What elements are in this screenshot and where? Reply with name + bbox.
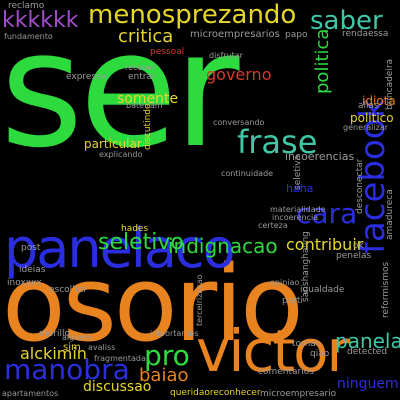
word-alckimin: alckimin <box>20 344 87 363</box>
word-explicando: explicando <box>99 150 143 159</box>
word-opiniao: opiniao <box>270 278 300 287</box>
word-fundamento: fundamento <box>4 32 53 41</box>
word-kkkkkk: kkkkkk <box>2 8 79 33</box>
word-microempresario: microempresario <box>260 389 337 399</box>
word-manobra: manobra <box>4 353 130 386</box>
word-importantes: importantes <box>150 329 199 338</box>
word-governo: governo <box>206 65 272 84</box>
word-fragmentada: fragmentada <box>94 354 146 363</box>
word-politica: politica <box>312 28 333 94</box>
word-ok: ok <box>353 241 364 251</box>
word-qiao: qiao <box>310 349 330 359</box>
word-igualdade: igualdade <box>300 285 345 295</box>
word-victor: victor <box>196 317 350 385</box>
word-papo: papo <box>285 30 308 40</box>
word-pessoal: pessoal <box>150 47 185 57</box>
word-saber: saber <box>310 6 383 36</box>
word-materialidade: materialidade <box>270 205 326 214</box>
word-alias: alias <box>358 101 379 111</box>
word-queridaoreconhecer: queridaoreconhecer <box>170 388 261 398</box>
word-tornar: tornar <box>292 339 320 349</box>
word-continuidade: continuidade <box>221 169 274 178</box>
word-amadureca: amadureca <box>385 189 395 240</box>
word-terceirizacao: terceirizacao <box>195 274 204 326</box>
word-avaliss: avaliss <box>88 343 116 352</box>
word-seletiva: seletiva <box>293 154 303 190</box>
word-morillo: morillo <box>39 329 70 339</box>
word-certeza: certeza <box>258 221 288 230</box>
word-contribuir: contribuir <box>286 235 364 254</box>
word-seletivo: seletivo <box>98 230 184 255</box>
word-panelaco: panelaco <box>4 217 236 280</box>
word-politico: politico <box>350 111 394 125</box>
word-reclamo: reclamo <box>8 1 45 11</box>
word-parti: parti <box>282 296 303 306</box>
word-incoerencias: incoerencias <box>285 150 355 163</box>
word-disfrutar: disfrutar <box>209 51 243 60</box>
word-ser: ser <box>0 0 240 183</box>
word-entrar: entrar <box>128 72 156 82</box>
word-reformismos: reformismos <box>381 261 391 318</box>
word-apartamentos: apartamentos <box>2 389 59 398</box>
word-somente: somente <box>117 91 179 107</box>
word-generalizar: generalizar <box>343 123 389 132</box>
word-detected: detected <box>347 347 388 357</box>
word-conversando: conversando <box>213 118 265 127</box>
word-receber: receber <box>125 63 156 72</box>
word-indignacao: indignacao <box>168 234 278 258</box>
word-ninguem: ninguem <box>337 376 399 392</box>
word-osorio: osorio <box>2 243 304 365</box>
word-brincadeira: brincadeira <box>385 58 395 110</box>
word-sim: sim <box>63 342 81 353</box>
word-post: post <box>21 243 41 253</box>
word-incoerencia: incoerencia <box>272 213 319 222</box>
word-haha: haha <box>286 182 314 195</box>
word-discussao: discussao <box>83 379 152 395</box>
word-alguem: alguem <box>62 333 92 342</box>
word-comentarios: comentarios <box>258 367 314 377</box>
word-escolher: escolher <box>49 285 88 295</box>
word-pro: pro <box>144 339 190 372</box>
word-idiota: idiota <box>362 94 396 108</box>
word-microempresarios: microempresarios <box>190 29 280 40</box>
word-inoxxxx: inoxxxx <box>7 278 42 288</box>
word-desconectar: desconectar <box>355 158 365 214</box>
word-menosprezando: menosprezando <box>88 0 297 30</box>
word-panela: panela <box>335 329 400 353</box>
word-baiao: baiao <box>139 365 189 386</box>
word-critica: critica <box>118 26 174 47</box>
word-particular: particular <box>84 137 142 151</box>
word-frase: frase <box>237 123 318 161</box>
word-bate-ram: bate ram <box>126 101 163 110</box>
word-rendaessa: rendaessa <box>342 29 389 39</box>
word-cara: cara <box>296 197 358 230</box>
word-discutindos: discutindo <box>143 103 153 150</box>
word-hades: hades <box>121 224 149 234</box>
word-expressei: expressei <box>66 72 109 82</box>
word-penelas: penelas <box>336 251 372 261</box>
word-ideias: ideias <box>19 265 46 275</box>
